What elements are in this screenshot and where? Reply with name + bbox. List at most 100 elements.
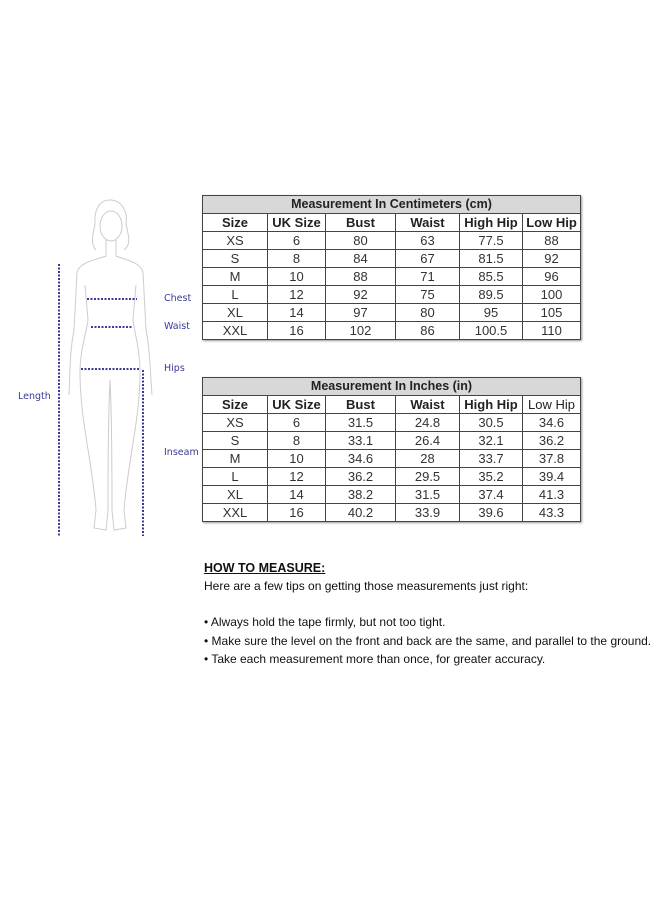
table-row: XXL 16 102 86 100.5 110: [202, 321, 581, 340]
table-cell: 75: [395, 285, 460, 304]
table-cell: 10: [267, 267, 326, 286]
table-cell: 40.2: [325, 503, 396, 522]
table-row: XXL 16 40.2 33.9 39.6 43.3: [202, 503, 581, 522]
table-cell: 84: [325, 249, 396, 268]
table-cell: 92: [325, 285, 396, 304]
table-cell: 34.6: [522, 413, 581, 432]
table-cell: 32.1: [459, 431, 523, 450]
table-cell: XXL: [202, 503, 268, 522]
table-cell: L: [202, 285, 268, 304]
inches-table-title: Measurement In Inches (in): [202, 377, 581, 396]
table-cell: 16: [267, 321, 326, 340]
tip-item: • Make sure the level on the front and b…: [204, 633, 652, 648]
table-cell: 8: [267, 431, 326, 450]
table-cell: 39.6: [459, 503, 523, 522]
table-cell: 34.6: [325, 449, 396, 468]
col-header: Waist: [395, 213, 460, 232]
table-cell: 95: [459, 303, 523, 322]
table-cell: 38.2: [325, 485, 396, 504]
table-row: XL 14 97 80 95 105: [202, 303, 581, 322]
table-cell: 88: [325, 267, 396, 286]
inches-size-table: Measurement In Inches (in) Size UK Size …: [202, 377, 581, 522]
table-cell: S: [202, 431, 268, 450]
col-header: High Hip: [459, 213, 523, 232]
how-to-measure-section: HOW TO MEASURE: Here are a few tips on g…: [204, 561, 651, 669]
table-cell: M: [202, 449, 268, 468]
table-cell: 36.2: [325, 467, 396, 486]
table-cell: XL: [202, 485, 268, 504]
table-cell: 67: [395, 249, 460, 268]
table-cell: 10: [267, 449, 326, 468]
table-cell: M: [202, 267, 268, 286]
table-cell: 43.3: [522, 503, 581, 522]
table-cell: 31.5: [325, 413, 396, 432]
inseam-label: Inseam: [164, 447, 199, 458]
table-cell: 100: [522, 285, 581, 304]
table-cell: 102: [325, 321, 396, 340]
table-cell: 35.2: [459, 467, 523, 486]
table-cell: 6: [267, 413, 326, 432]
table-cell: 89.5: [459, 285, 523, 304]
table-cell: 16: [267, 503, 326, 522]
table-cell: 12: [267, 285, 326, 304]
table-cell: 80: [325, 231, 396, 250]
table-row: M 10 34.6 28 33.7 37.8: [202, 449, 581, 468]
table-cell: L: [202, 467, 268, 486]
col-header: Bust: [325, 213, 396, 232]
table-cell: 8: [267, 249, 326, 268]
tips-list: • Always hold the tape firmly, but not t…: [204, 613, 651, 669]
table-cell: 6: [267, 231, 326, 250]
table-cell: 33.7: [459, 449, 523, 468]
table-cell: 86: [395, 321, 460, 340]
col-header: Waist: [395, 395, 460, 414]
table-cell: 29.5: [395, 467, 460, 486]
table-cell: 14: [267, 303, 326, 322]
tip-item: • Take each measurement more than once, …: [204, 652, 546, 666]
table-row: L 12 36.2 29.5 35.2 39.4: [202, 467, 581, 486]
table-row: XS 6 31.5 24.8 30.5 34.6: [202, 413, 581, 432]
table-cell: 105: [522, 303, 581, 322]
table-cell: 41.3: [522, 485, 581, 504]
table-cell: 88: [522, 231, 581, 250]
col-header: Low Hip: [522, 395, 581, 414]
table-cell: XS: [202, 413, 268, 432]
table-row: S 8 84 67 81.5 92: [202, 249, 581, 268]
table-row: M 10 88 71 85.5 96: [202, 267, 581, 286]
table-cell: 97: [325, 303, 396, 322]
tip-item: • Always hold the tape firmly, but not t…: [204, 615, 446, 629]
table-cell: 24.8: [395, 413, 460, 432]
cm-table-title: Measurement In Centimeters (cm): [202, 195, 581, 214]
col-header: Bust: [325, 395, 396, 414]
col-header: Size: [202, 395, 268, 414]
table-cell: XXL: [202, 321, 268, 340]
table-cell: 80: [395, 303, 460, 322]
how-to-intro: Here are a few tips on getting those mea…: [204, 579, 529, 593]
table-cell: 81.5: [459, 249, 523, 268]
col-header: UK Size: [267, 395, 326, 414]
table-row: XL 14 38.2 31.5 37.4 41.3: [202, 485, 581, 504]
table-cell: S: [202, 249, 268, 268]
table-cell: 92: [522, 249, 581, 268]
col-header: High Hip: [459, 395, 523, 414]
table-cell: 110: [522, 321, 581, 340]
table-cell: 26.4: [395, 431, 460, 450]
table-cell: 33.1: [325, 431, 396, 450]
table-cell: 33.9: [395, 503, 460, 522]
table-row: S 8 33.1 26.4 32.1 36.2: [202, 431, 581, 450]
table-cell: 100.5: [459, 321, 523, 340]
table-cell: 36.2: [522, 431, 581, 450]
table-cell: 39.4: [522, 467, 581, 486]
table-cell: 77.5: [459, 231, 523, 250]
table-cell: 85.5: [459, 267, 523, 286]
table-cell: 71: [395, 267, 460, 286]
table-cell: 28: [395, 449, 460, 468]
how-to-heading: HOW TO MEASURE:: [204, 561, 326, 575]
woman-silhouette: [68, 199, 153, 531]
table-cell: 31.5: [395, 485, 460, 504]
col-header: UK Size: [267, 213, 326, 232]
chest-label: Chest: [164, 293, 192, 304]
body-measurement-diagram: [58, 199, 153, 536]
table-cell: XL: [202, 303, 268, 322]
table-cell: XS: [202, 231, 268, 250]
table-cell: 96: [522, 267, 581, 286]
